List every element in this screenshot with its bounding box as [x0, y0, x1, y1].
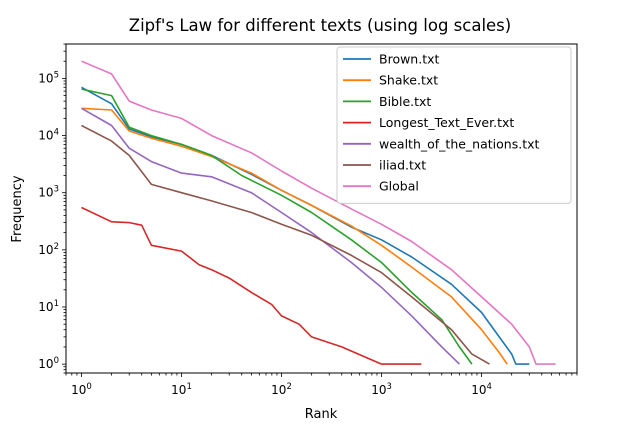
- x-tick-label: 101: [171, 382, 192, 397]
- y-axis: 100 101 102 103 104 105: [38, 43, 66, 374]
- legend-label-5: iliad.txt: [379, 158, 426, 173]
- y-tick-label: 100: [38, 356, 59, 371]
- chart-title: Zipf's Law for different texts (using lo…: [129, 16, 511, 35]
- y-tick-label: 105: [38, 70, 59, 85]
- y-tick-label: 102: [38, 242, 59, 257]
- plot-area: [81, 60, 556, 365]
- series-line-2: [81, 88, 473, 365]
- series-line-5: [81, 124, 490, 365]
- y-axis-label: Frequency: [10, 175, 25, 242]
- y-tick-label: 101: [38, 299, 59, 314]
- series-line-1: [81, 107, 508, 365]
- y-tick-label: 103: [38, 185, 59, 200]
- legend-label-1: Shake.txt: [379, 73, 438, 88]
- x-tick-label: 104: [471, 382, 492, 397]
- legend-label-2: Bible.txt: [379, 94, 431, 109]
- x-tick-label: 103: [371, 382, 392, 397]
- x-tick-label: 102: [271, 382, 292, 397]
- legend: Brown.txt Shake.txt Bible.txt Longest_Text_…: [336, 46, 572, 204]
- legend-label-3: Longest_Text_Ever.txt: [379, 115, 514, 130]
- legend-label-4: wealth_of_the_nations.txt: [379, 136, 539, 151]
- legend-label-0: Brown.txt: [379, 52, 440, 67]
- x-tick-label: 100: [71, 382, 92, 397]
- legend-label-6: Global: [379, 179, 419, 194]
- series-line-3: [81, 206, 422, 365]
- x-axis-label: Rank: [305, 407, 338, 422]
- series-line-4: [81, 107, 460, 365]
- axes-frame: [65, 43, 578, 374]
- series-line-6: [81, 60, 556, 365]
- legend-box: [336, 46, 572, 204]
- y-tick-label: 104: [38, 128, 59, 143]
- x-axis: 100 101 102 103 104: [65, 373, 578, 397]
